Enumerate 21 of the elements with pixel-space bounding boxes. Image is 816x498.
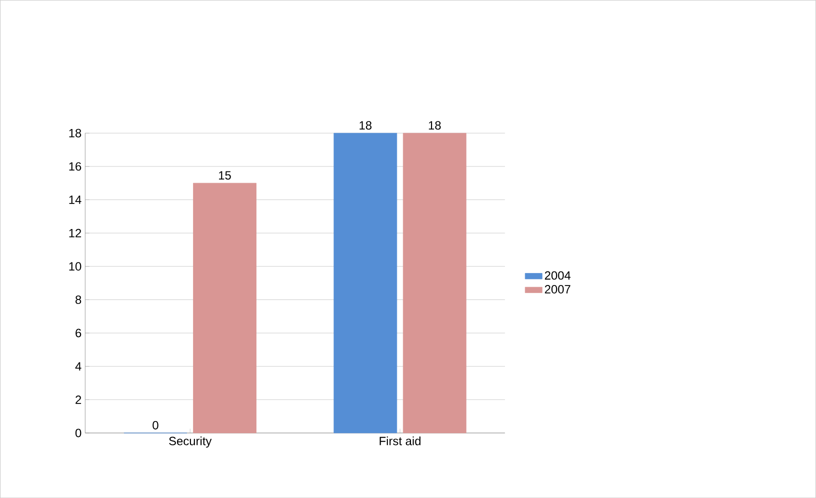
data-label: 18 bbox=[428, 121, 441, 130]
y-tick-label: 4 bbox=[75, 362, 82, 370]
y-tick-label: 10 bbox=[69, 262, 82, 271]
bar bbox=[193, 182, 256, 434]
y-tick-label: 2 bbox=[76, 395, 82, 404]
y-tick-label: 14 bbox=[69, 196, 82, 204]
bar bbox=[334, 132, 398, 434]
y-tick-label: 16 bbox=[69, 162, 82, 171]
legend-label: 2007 bbox=[544, 284, 570, 294]
y-tick-label: 6 bbox=[76, 328, 82, 338]
x-tick-label: First aid bbox=[380, 436, 420, 446]
y-tick-label: 8 bbox=[76, 295, 82, 304]
data-label: 0 bbox=[152, 420, 158, 430]
y-tick-label: 18 bbox=[69, 128, 82, 138]
legend-label: 2004 bbox=[544, 271, 571, 280]
x-tick-label: Security bbox=[169, 436, 212, 448]
y-tick-label: 12 bbox=[69, 228, 82, 238]
data-label: 18 bbox=[360, 121, 372, 130]
data-label: 15 bbox=[219, 171, 231, 180]
bar bbox=[402, 132, 466, 434]
y-tick-label: 0 bbox=[75, 428, 82, 438]
